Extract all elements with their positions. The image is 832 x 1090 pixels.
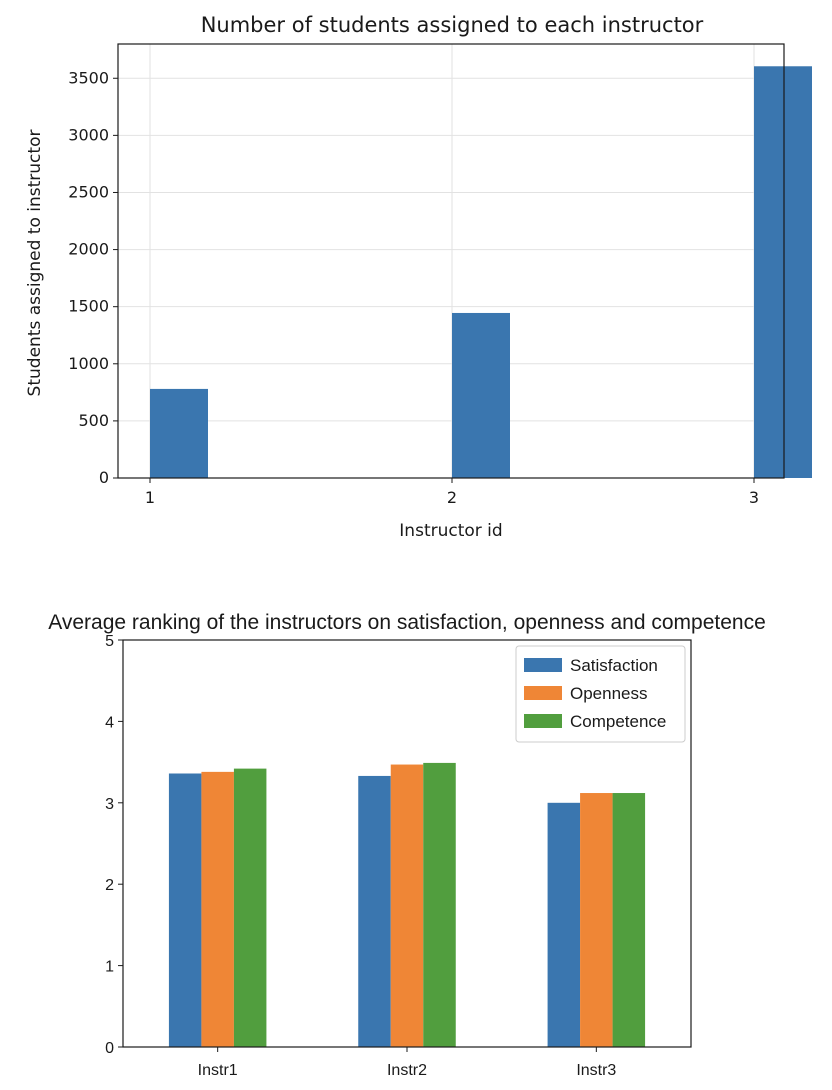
- chart2-ytick-label: 2: [105, 877, 114, 894]
- chart1-bar-3: [754, 66, 812, 478]
- chart2-title: Average ranking of the instructors on sa…: [48, 611, 766, 634]
- chart1-ytick-label: 2000: [68, 240, 109, 259]
- chart1-ytick-label: 500: [78, 411, 109, 430]
- chart2-legend-swatch-openness: [524, 686, 562, 700]
- chart1-ytick-label: 1500: [68, 297, 109, 316]
- students-per-instructor-chart: Number of students assigned to each inst…: [25, 13, 812, 541]
- chart1-xlabel: Instructor id: [399, 521, 502, 541]
- chart2-legend-label-openness: Openness: [570, 684, 648, 703]
- chart2-ytick-label: 5: [105, 633, 114, 650]
- chart1-xtick-label: 3: [749, 488, 759, 507]
- chart1-bar-2: [452, 312, 510, 478]
- chart2-legend-swatch-satisfaction: [524, 658, 562, 672]
- chart2-bar-Instr3-openness: [580, 793, 613, 1047]
- chart1-plot-frame: [117, 43, 785, 479]
- chart1-xtick-label: 1: [145, 488, 155, 507]
- chart2-ytick-label: 3: [105, 796, 114, 813]
- chart1-ytick-label: 1000: [68, 354, 109, 373]
- chart2-bar-Instr1-competence: [233, 768, 267, 1047]
- chart2-bar-Instr1-satisfaction: [168, 773, 202, 1047]
- chart1-ytick-label: 3500: [68, 68, 109, 87]
- chart2-bar-Instr3-satisfaction: [547, 802, 581, 1047]
- chart1-ytick-label: 0: [99, 468, 109, 487]
- chart2-legend-label-competence: Competence: [570, 712, 666, 731]
- chart2-ytick-label: 1: [105, 959, 114, 976]
- chart2-legend-swatch-competence: [524, 714, 562, 728]
- chart2-bar-Instr2-satisfaction: [358, 775, 391, 1047]
- chart1-bar-1: [150, 388, 208, 478]
- chart2-ytick-label: 0: [105, 1040, 114, 1057]
- chart1-ytick-label: 3000: [68, 125, 109, 144]
- chart2-bar-Instr2-openness: [390, 764, 424, 1047]
- chart2-legend: Satisfaction Openness Competence: [515, 645, 686, 743]
- chart1-ytick-label: 2500: [68, 182, 109, 201]
- chart2-bar-Instr2-competence: [423, 762, 456, 1047]
- chart2-xtick-label: Instr3: [576, 1062, 616, 1079]
- chart2-bar-Instr1-openness: [201, 771, 234, 1047]
- chart2-ytick-label: 4: [105, 714, 114, 731]
- average-ranking-chart: Average ranking of the instructors on sa…: [48, 611, 766, 1079]
- chart1-title: Number of students assigned to each inst…: [201, 13, 704, 37]
- chart2-xtick-label: Instr1: [198, 1062, 238, 1079]
- chart2-legend-label-satisfaction: Satisfaction: [570, 656, 658, 675]
- chart2-xtick-label: Instr2: [387, 1062, 427, 1079]
- chart2-bar-Instr3-competence: [612, 793, 646, 1047]
- chart1-xtick-label: 2: [447, 488, 457, 507]
- chart1-ylabel: Students assigned to instructor: [25, 130, 45, 397]
